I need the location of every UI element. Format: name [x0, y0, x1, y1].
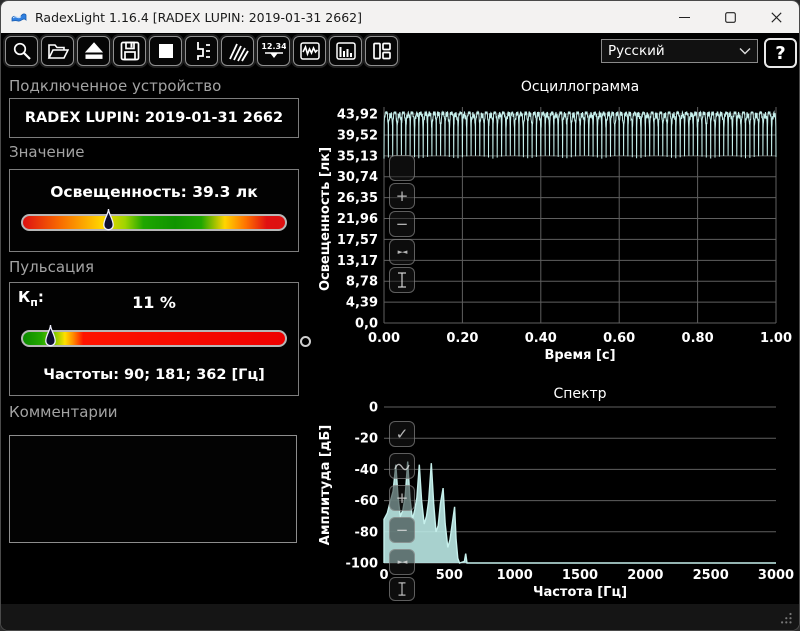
oscillogram-plot: Осциллограмма Освещенность [лк] 0,0 4,39 8,7… [318, 79, 792, 363]
minimize-button[interactable] [661, 1, 707, 33]
kp-label: Кп: [18, 288, 44, 309]
svg-text:Освещенность [лк]: Освещенность [лк] [318, 147, 333, 291]
help-button[interactable]: ? [764, 38, 797, 68]
svg-text:-40: -40 [355, 463, 379, 478]
svg-text:2000: 2000 [627, 568, 663, 583]
close-button[interactable] [753, 1, 799, 33]
comments-input[interactable] [9, 435, 297, 543]
svg-text:-60: -60 [355, 494, 379, 509]
frequencies-text: Частоты: 90; 181; 362 [Гц] [43, 367, 265, 383]
spectrum-chart[interactable]: Спектр Амплитуда [дБ] 0 -20 -40 -60 -80 -100 0 50… [305, 379, 799, 604]
svg-text:21,96: 21,96 [337, 212, 378, 227]
svg-text:Время [с]: Время [с] [544, 348, 615, 363]
pulsation-scale [21, 324, 287, 347]
zoom-button[interactable] [5, 36, 38, 66]
stop-button[interactable] [149, 36, 182, 66]
osc-zoom-out-button[interactable]: − [389, 211, 415, 237]
titlebar: RadexLight 1.16.4 [RADEX LUPIN: 2019-01-… [1, 1, 799, 33]
value-section-label: Значение [9, 143, 85, 161]
svg-text:Спектр: Спектр [553, 386, 606, 402]
spc-markers-button[interactable]: ✓ [389, 421, 415, 447]
comments-section-label: Комментарии [9, 403, 118, 421]
toolbar: 12.34 Русский ? [1, 33, 799, 69]
svg-text:8,78: 8,78 [346, 275, 378, 290]
maximize-button[interactable] [707, 1, 753, 33]
svg-text:500: 500 [436, 568, 463, 583]
pulsation-box: Кп: 11 % Частоты: 90; 181; 362 [Гц] [9, 282, 299, 396]
window-title: RadexLight 1.16.4 [RADEX LUPIN: 2019-01-… [35, 9, 362, 25]
open-file-button[interactable] [41, 36, 74, 66]
splitter-handle[interactable] [300, 336, 311, 347]
illuminance-marker-icon [103, 208, 115, 231]
spc-zoom-out-button[interactable]: − [389, 517, 415, 543]
device-section-label: Подключенное устройство [9, 77, 222, 95]
svg-text:1000: 1000 [497, 568, 533, 583]
svg-text:4,39: 4,39 [346, 296, 378, 311]
svg-text:43,92: 43,92 [337, 108, 378, 123]
eject-button[interactable] [77, 36, 110, 66]
svg-text:26,35: 26,35 [337, 191, 378, 206]
svg-text:Осциллограмма: Осциллограмма [521, 79, 639, 95]
svg-text:Частота [Гц]: Частота [Гц] [533, 585, 627, 600]
svg-text:-20: -20 [355, 432, 379, 447]
illuminance-scale [21, 208, 287, 231]
language-value: Русский [608, 43, 665, 59]
kp-value: 11 % [132, 293, 176, 312]
spc-zoom-in-button[interactable]: + [389, 485, 415, 511]
osc-cursor-button[interactable] [389, 267, 415, 293]
numeric-display-button[interactable]: 12.34 [257, 36, 290, 66]
spc-cursor-button[interactable] [389, 577, 415, 601]
svg-text:35,13: 35,13 [337, 149, 378, 164]
pulsation-gradient-bar [21, 330, 287, 347]
main-content: Подключенное устройство RADEX LUPIN: 201… [1, 69, 799, 604]
save-button[interactable] [113, 36, 146, 66]
device-name: RADEX LUPIN: 2019-01-31 2662 [24, 110, 284, 126]
device-box: RADEX LUPIN: 2019-01-31 2662 [9, 98, 299, 138]
language-select[interactable]: Русский [601, 39, 758, 63]
osc-zoom-in-button[interactable]: + [389, 183, 415, 209]
svg-text:-100: -100 [345, 557, 378, 572]
svg-text:30,74: 30,74 [337, 170, 378, 185]
svg-text:0.20: 0.20 [446, 331, 478, 346]
svg-text:0,0: 0,0 [355, 317, 378, 332]
layout-button[interactable] [365, 36, 398, 66]
svg-text:0.40: 0.40 [525, 331, 557, 346]
window-controls [661, 1, 799, 33]
illuminance-reading: Освещенность: 39.3 лк [50, 183, 258, 201]
spectrum-view-button[interactable] [329, 36, 362, 66]
resize-grip[interactable] [779, 611, 793, 625]
svg-text:0.60: 0.60 [603, 331, 635, 346]
spc-smooth-button[interactable] [389, 453, 415, 479]
svg-text:1.00: 1.00 [760, 331, 792, 346]
osc-fit-button[interactable]: ►◄ [389, 239, 415, 265]
svg-text:-80: -80 [355, 525, 379, 540]
svg-text:39,52: 39,52 [337, 128, 378, 143]
svg-text:3000: 3000 [758, 568, 794, 583]
sweep-button[interactable] [221, 36, 254, 66]
svg-text:12.34: 12.34 [262, 42, 286, 51]
trigger-settings-button[interactable] [185, 36, 218, 66]
svg-text:Амплитуда [дБ]: Амплитуда [дБ] [318, 425, 333, 545]
svg-text:0.00: 0.00 [368, 331, 400, 346]
app-icon[interactable] [11, 9, 27, 25]
oscillogram-view-button[interactable] [293, 36, 326, 66]
illuminance-gradient-bar [21, 214, 287, 231]
svg-text:0: 0 [369, 401, 378, 416]
oscillogram-chart[interactable]: Осциллограмма Освещенность [лк] 0,0 4,39 8,7… [305, 69, 799, 379]
svg-text:0.80: 0.80 [682, 331, 714, 346]
pulsation-marker-icon [44, 324, 56, 347]
svg-text:0: 0 [379, 568, 388, 583]
chevron-down-icon [739, 43, 751, 59]
svg-text:1500: 1500 [562, 568, 598, 583]
value-box: Освещенность: 39.3 лк [9, 169, 299, 252]
spc-fit-button[interactable]: ►◄ [389, 549, 415, 575]
pulsation-section-label: Пульсация [9, 258, 95, 276]
svg-text:13,17: 13,17 [337, 254, 378, 269]
svg-text:2500: 2500 [693, 568, 729, 583]
osc-select-area-button[interactable] [389, 155, 415, 181]
svg-text:17,57: 17,57 [337, 233, 378, 248]
status-bar [1, 603, 799, 630]
